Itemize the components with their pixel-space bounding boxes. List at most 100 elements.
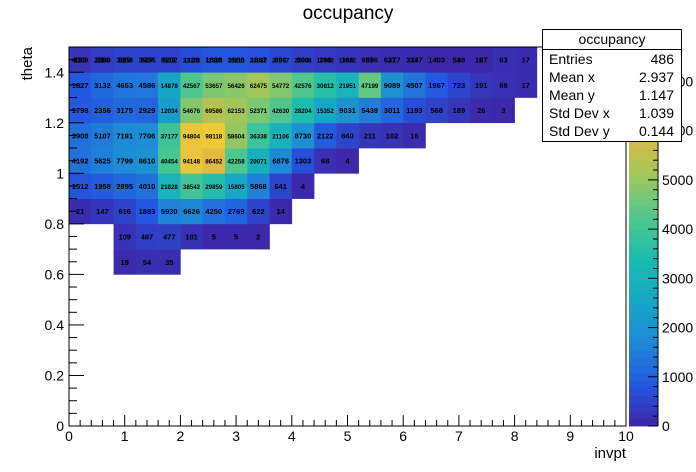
cell-value-label: 42258 bbox=[227, 159, 245, 166]
cell-value-label: 15352 bbox=[317, 108, 335, 115]
heatmap-cell bbox=[69, 122, 92, 149]
heatmap-cell bbox=[180, 122, 203, 149]
cell-value-label: 109 bbox=[118, 233, 131, 242]
heatmap-cell bbox=[180, 72, 203, 98]
cell-value-label: 52371 bbox=[250, 108, 268, 115]
cell-value-label: 211 bbox=[364, 131, 376, 140]
heatmap-cell bbox=[314, 47, 337, 73]
heatmap-cell bbox=[269, 148, 293, 174]
stats-row: Mean y 1.147 bbox=[543, 86, 681, 104]
y-tick-label: 0.6 bbox=[45, 266, 65, 282]
heatmap-cell bbox=[224, 198, 248, 225]
cell-value-label: 640 bbox=[341, 131, 354, 140]
heatmap-cell bbox=[224, 47, 248, 73]
cell-value-label: 133 bbox=[74, 56, 87, 65]
heatmap-cell bbox=[269, 97, 293, 124]
cell-value-label: 6876 bbox=[272, 157, 289, 166]
cell-value-label: 21703 bbox=[183, 58, 201, 65]
heatmap-cell bbox=[224, 122, 248, 149]
heatmap-cell bbox=[425, 72, 449, 98]
cell-value-label: 2 bbox=[479, 56, 483, 65]
color-scale-step bbox=[629, 213, 658, 222]
color-scale-step bbox=[629, 319, 658, 328]
cell-value-label: 8610 bbox=[139, 157, 156, 166]
cell-value-label: 7706 bbox=[139, 131, 156, 140]
heatmap-cell bbox=[91, 198, 114, 225]
cell-value-label: 19 bbox=[121, 258, 129, 267]
cell-value-label: 1967 bbox=[428, 81, 445, 90]
cell-value-label: 42576 bbox=[294, 83, 312, 90]
heatmap-cell bbox=[380, 122, 404, 149]
heatmap-cell bbox=[135, 249, 159, 275]
cell-value-label: 1303 bbox=[295, 157, 312, 166]
cell-value-label: 3011 bbox=[384, 106, 400, 115]
cell-value-label: 4653 bbox=[116, 81, 133, 90]
stats-value: 0.144 bbox=[638, 123, 674, 139]
cell-value-label: 568 bbox=[430, 106, 443, 115]
cell-value-label: 86452 bbox=[205, 159, 223, 166]
heatmap-cell bbox=[314, 97, 337, 124]
stats-title: occupancy bbox=[543, 30, 681, 50]
cell-value-label: 2122 bbox=[317, 131, 334, 140]
cell-value-label: 4010 bbox=[139, 182, 156, 191]
color-scale-step bbox=[629, 198, 658, 207]
stats-row: Std Dev y 0.144 bbox=[543, 122, 681, 140]
y-tick-label: 1.2 bbox=[45, 115, 65, 131]
cell-value-label: 101 bbox=[185, 233, 198, 242]
color-scale-step bbox=[629, 342, 658, 351]
cell-value-label: 69586 bbox=[205, 108, 223, 115]
cell-value-label: 1193 bbox=[406, 106, 422, 115]
x-tick-label: 5 bbox=[344, 428, 352, 444]
color-scale-step bbox=[629, 175, 658, 184]
heatmap-cell bbox=[135, 173, 159, 199]
cell-value-label: 94804 bbox=[183, 133, 201, 140]
heatmap-cell bbox=[202, 97, 226, 124]
y-tick-label: 0.8 bbox=[45, 216, 65, 232]
color-scale-step bbox=[629, 168, 658, 177]
cell-value-label: 21951 bbox=[339, 83, 357, 90]
cell-value-label: 17 bbox=[522, 56, 530, 65]
cell-value-label: 5439 bbox=[361, 106, 378, 115]
stats-label: Std Dev y bbox=[549, 123, 610, 139]
heatmap-cell bbox=[247, 223, 270, 250]
heatmap-cell bbox=[470, 47, 493, 73]
cell-value-label: 9031 bbox=[339, 106, 356, 115]
cell-value-label: 1560 bbox=[228, 56, 245, 65]
cell-value-label: 627 bbox=[141, 56, 154, 65]
cell-value-label: 7191 bbox=[116, 131, 133, 140]
heatmap-cell bbox=[291, 97, 315, 124]
heatmap-cell bbox=[158, 47, 181, 73]
heatmap-cell bbox=[247, 72, 270, 98]
cell-value-label: 538 bbox=[453, 56, 466, 65]
heatmap-cell bbox=[514, 47, 538, 73]
heatmap-cell bbox=[403, 47, 426, 73]
cell-value-label: 38542 bbox=[183, 184, 201, 191]
color-scale-step bbox=[629, 221, 658, 230]
cell-value-label: 5930 bbox=[161, 207, 178, 216]
heatmap-cells bbox=[69, 47, 538, 275]
cell-value-label: 4 bbox=[435, 56, 440, 65]
cell-value-label: 4369 bbox=[72, 56, 89, 65]
cell-value-label: 622 bbox=[252, 207, 265, 216]
heatmap-cell bbox=[113, 148, 137, 174]
cell-value-label: 4250 bbox=[205, 207, 222, 216]
cell-value-label: 63 bbox=[499, 56, 507, 65]
cell-value-label: 8730 bbox=[295, 131, 312, 140]
cell-value-label: 17802 bbox=[317, 58, 335, 65]
cell-value-label: 1798 bbox=[72, 106, 89, 115]
cell-value-label: 21106 bbox=[272, 133, 289, 140]
color-scale-step bbox=[629, 145, 658, 154]
cell-value-label: 3858 bbox=[116, 56, 133, 65]
color-scale-step bbox=[629, 191, 658, 199]
x-tick-label: 4 bbox=[288, 428, 296, 444]
stats-value: 2.937 bbox=[638, 69, 674, 85]
heatmap-cell bbox=[135, 198, 159, 225]
heatmap-cell bbox=[380, 47, 404, 73]
color-scale-step bbox=[629, 418, 658, 427]
stats-label: Mean y bbox=[549, 87, 595, 103]
cell-value-label: 68 bbox=[321, 157, 329, 166]
heatmap-cell bbox=[91, 148, 114, 174]
cell-value-label: 602 bbox=[163, 56, 176, 65]
heatmap-cell bbox=[247, 97, 270, 124]
color-scale-step bbox=[629, 274, 658, 283]
